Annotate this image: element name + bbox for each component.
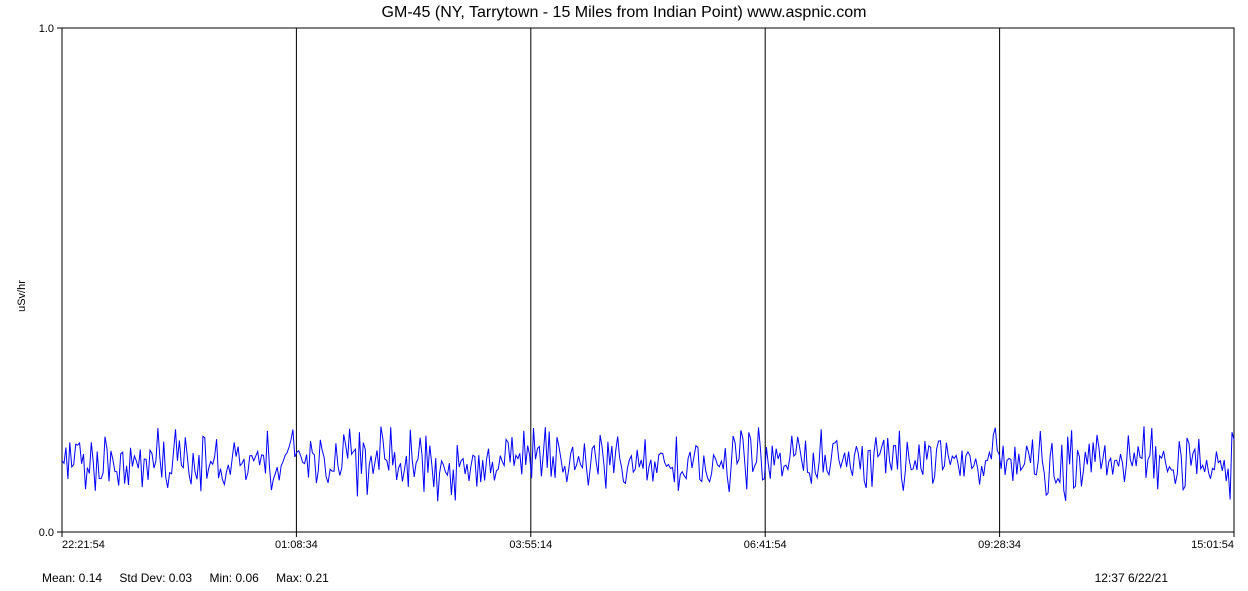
svg-text:09:28:34: 09:28:34 [978, 539, 1021, 551]
svg-text:01:08:34: 01:08:34 [275, 539, 318, 551]
chart-svg: 22:21:54 01:08:34 03:55:14 06:41:54 09:28:34… [0, 0, 1248, 591]
svg-text:03:55:14: 03:55:14 [509, 539, 552, 551]
svg-text:0.0: 0.0 [39, 527, 54, 539]
chart-container: GM-45 (NY, Tarrytown - 15 Miles from Ind… [0, 0, 1248, 591]
stats-footer: Mean: 0.14 Std Dev: 0.03 Min: 0.06 Max: … [42, 571, 343, 585]
timestamp: 12:37 6/22/21 [1095, 571, 1168, 585]
svg-text:15:01:54: 15:01:54 [1191, 539, 1234, 551]
svg-text:22:21:54: 22:21:54 [62, 539, 105, 551]
stat-max: Max: 0.21 [276, 571, 329, 585]
stat-min: Min: 0.06 [209, 571, 258, 585]
svg-text:06:41:54: 06:41:54 [744, 539, 787, 551]
stat-mean: Mean: 0.14 [42, 571, 102, 585]
svg-text:1.0: 1.0 [39, 23, 54, 35]
stat-std: Std Dev: 0.03 [119, 571, 192, 585]
